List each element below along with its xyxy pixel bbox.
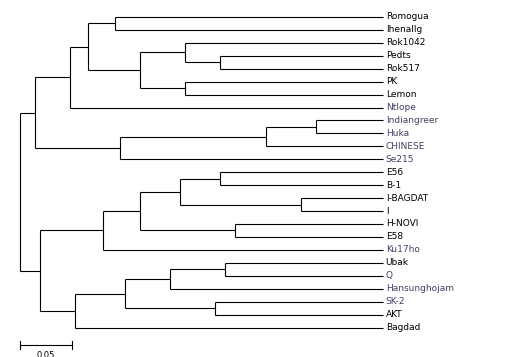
- Text: SK-2: SK-2: [386, 297, 405, 306]
- Text: E56: E56: [386, 168, 403, 177]
- Text: Hansunghojam: Hansunghojam: [386, 284, 454, 293]
- Text: 0.05: 0.05: [37, 351, 55, 357]
- Text: Q: Q: [386, 271, 392, 280]
- Text: Ihenallg: Ihenallg: [386, 25, 422, 34]
- Text: Indiangreer: Indiangreer: [386, 116, 438, 125]
- Text: Se215: Se215: [386, 155, 414, 164]
- Text: CHINESE: CHINESE: [386, 142, 425, 151]
- Text: I: I: [386, 207, 388, 216]
- Text: Huka: Huka: [386, 129, 409, 138]
- Text: Lemon: Lemon: [386, 90, 416, 99]
- Text: Rok517: Rok517: [386, 64, 420, 73]
- Text: Ku17ho: Ku17ho: [386, 245, 420, 255]
- Text: Rok1042: Rok1042: [386, 38, 425, 47]
- Text: Ntlope: Ntlope: [386, 103, 415, 112]
- Text: I-BAGDAT: I-BAGDAT: [386, 193, 428, 203]
- Text: PK: PK: [386, 77, 397, 86]
- Text: Bagdad: Bagdad: [386, 323, 420, 332]
- Text: B-1: B-1: [386, 181, 401, 190]
- Text: Pedts: Pedts: [386, 51, 410, 60]
- Text: E58: E58: [386, 232, 403, 241]
- Text: H-NOVI: H-NOVI: [386, 220, 418, 228]
- Text: Ubak: Ubak: [386, 258, 409, 267]
- Text: Romogua: Romogua: [386, 12, 428, 21]
- Text: AKT: AKT: [386, 310, 402, 319]
